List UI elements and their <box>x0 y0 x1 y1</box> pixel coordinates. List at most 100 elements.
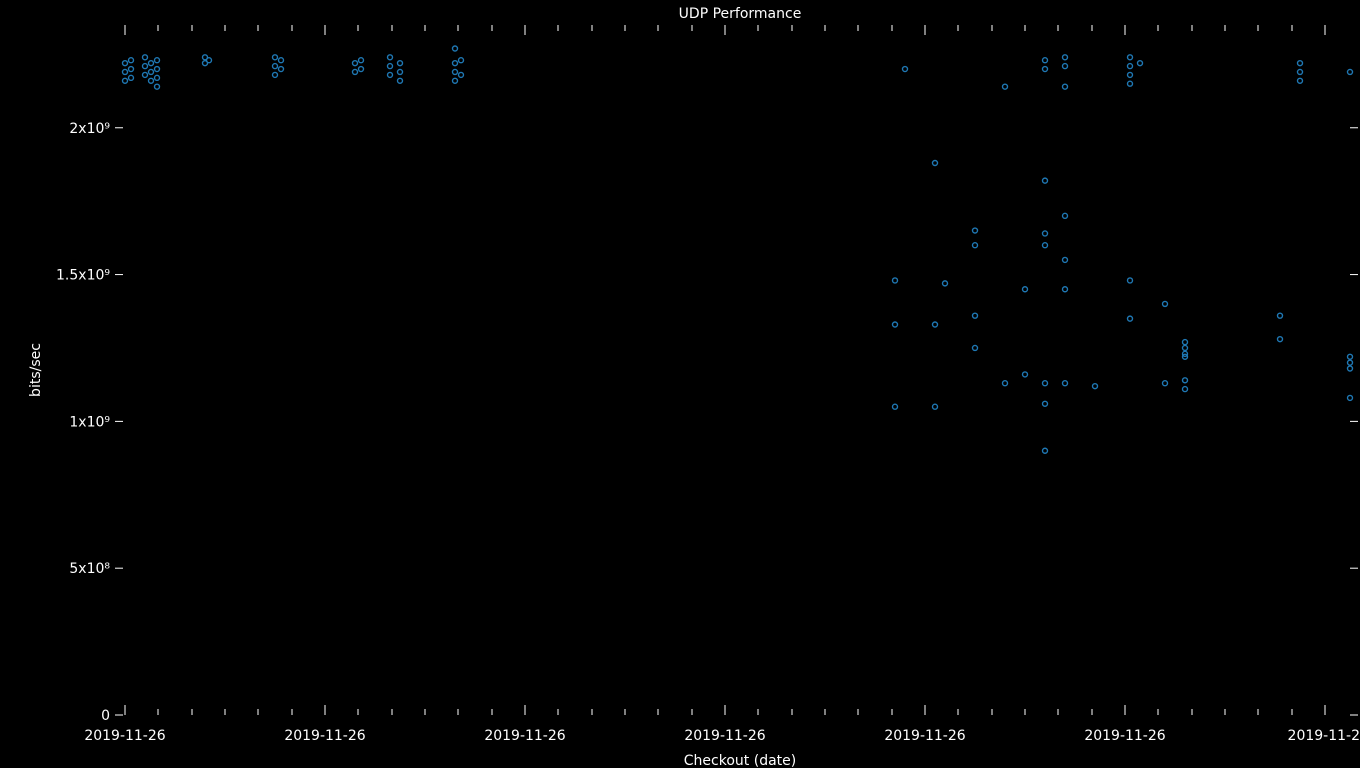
data-point <box>1348 354 1353 359</box>
data-point <box>1298 69 1303 74</box>
data-point <box>1183 340 1188 345</box>
data-point <box>1023 372 1028 377</box>
data-point <box>1043 58 1048 63</box>
data-point <box>1278 337 1283 342</box>
data-point <box>1003 84 1008 89</box>
data-point <box>207 58 212 63</box>
data-point <box>123 69 128 74</box>
data-point <box>943 281 948 286</box>
x-tick-label: 2019-11-26 <box>84 728 165 744</box>
data-point <box>123 61 128 66</box>
x-tick-label: 2019-11-26 <box>684 728 765 744</box>
data-point <box>453 69 458 74</box>
data-point <box>973 313 978 318</box>
data-point <box>398 69 403 74</box>
data-point <box>1063 381 1068 386</box>
x-tick-label: 2019-11-26 <box>1084 728 1165 744</box>
y-axis-label: bits/sec <box>28 343 44 397</box>
data-point <box>973 345 978 350</box>
data-point <box>353 69 358 74</box>
x-tick-label: 2019-11-26 <box>284 728 365 744</box>
data-point <box>359 67 364 72</box>
data-point <box>973 243 978 248</box>
data-point <box>149 78 154 83</box>
data-point <box>893 404 898 409</box>
data-point <box>123 78 128 83</box>
data-point <box>1043 381 1048 386</box>
data-point <box>155 84 160 89</box>
data-point <box>933 161 938 166</box>
chart-title: UDP Performance <box>679 6 802 22</box>
data-point <box>1043 178 1048 183</box>
data-point <box>453 78 458 83</box>
data-point <box>459 72 464 77</box>
chart-canvas: UDP Performance bits/sec Checkout (date) 0 5… <box>0 0 1360 768</box>
data-point <box>1348 360 1353 365</box>
data-point <box>1138 61 1143 66</box>
data-point <box>453 61 458 66</box>
data-point <box>143 55 148 60</box>
data-point <box>273 55 278 60</box>
data-point <box>1043 231 1048 236</box>
data-point <box>1183 345 1188 350</box>
data-point <box>129 58 134 63</box>
data-point <box>1128 81 1133 86</box>
scatter-chart: UDP Performance bits/sec Checkout (date) 0 5… <box>0 0 1360 768</box>
data-point <box>1003 381 1008 386</box>
data-point <box>903 67 908 72</box>
data-point <box>1063 213 1068 218</box>
data-point <box>143 72 148 77</box>
data-point <box>1128 55 1133 60</box>
data-point <box>1128 72 1133 77</box>
data-point <box>1043 448 1048 453</box>
data-point <box>1063 55 1068 60</box>
data-point <box>1063 84 1068 89</box>
data-point <box>453 46 458 51</box>
data-point <box>1183 378 1188 383</box>
data-point <box>1043 67 1048 72</box>
data-point <box>933 322 938 327</box>
data-point <box>155 67 160 72</box>
data-point <box>353 61 358 66</box>
data-point <box>155 58 160 63</box>
data-point <box>388 55 393 60</box>
data-point <box>1128 316 1133 321</box>
x-axis-label: Checkout (date) <box>684 753 796 768</box>
data-point <box>1163 381 1168 386</box>
data-point <box>129 67 134 72</box>
data-point <box>1128 64 1133 69</box>
data-point <box>1278 313 1283 318</box>
data-point <box>273 72 278 77</box>
data-point <box>1348 69 1353 74</box>
y-tick-label: 2x10⁹ <box>69 121 110 137</box>
data-point <box>973 228 978 233</box>
data-point <box>459 58 464 63</box>
data-point <box>398 61 403 66</box>
data-point <box>359 58 364 63</box>
data-point <box>279 58 284 63</box>
data-point <box>273 64 278 69</box>
y-tick-label: 1x10⁹ <box>69 414 110 430</box>
data-point <box>1063 64 1068 69</box>
data-point <box>1043 401 1048 406</box>
x-tick-label: 2019-11-26 <box>484 728 565 744</box>
data-point <box>1043 243 1048 248</box>
y-tick-label: 1.5x10⁹ <box>56 268 110 284</box>
data-point <box>129 75 134 80</box>
data-point <box>279 67 284 72</box>
data-point <box>933 404 938 409</box>
x-tick-label: 2019-11-26 <box>884 728 965 744</box>
data-point <box>143 64 148 69</box>
data-point <box>149 69 154 74</box>
data-point <box>1063 257 1068 262</box>
data-point <box>1093 384 1098 389</box>
data-point <box>388 72 393 77</box>
y-tick-label: 0 <box>101 708 110 724</box>
data-point <box>1348 366 1353 371</box>
data-point <box>893 278 898 283</box>
data-point <box>1183 387 1188 392</box>
data-point <box>1298 61 1303 66</box>
x-tick-label: 2019-11-2 <box>1288 728 1360 744</box>
data-point <box>893 322 898 327</box>
y-tick-label: 5x10⁸ <box>69 561 110 577</box>
